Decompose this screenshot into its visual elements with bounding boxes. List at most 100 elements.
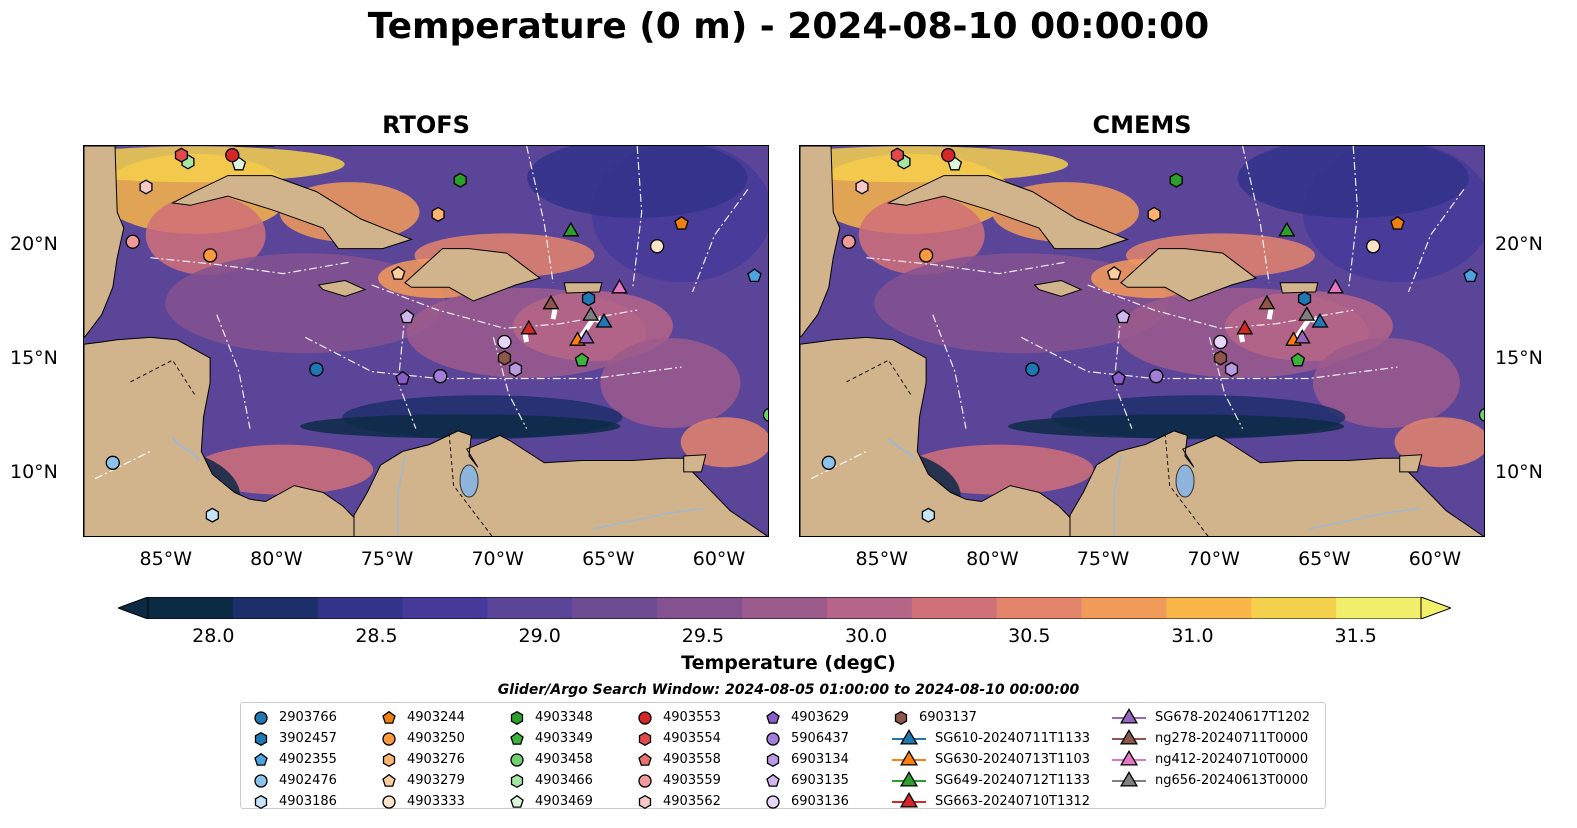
float-marker-4903333 (1365, 239, 1381, 254)
legend-marker-icon (382, 752, 396, 767)
colorbar-segment (572, 597, 658, 619)
colorbar-segment (742, 597, 828, 619)
legend-marker-icon (254, 731, 268, 746)
land-jamaica (1033, 279, 1083, 297)
float-marker-4903349 (574, 352, 590, 367)
lat-tick-label: 20°N (1495, 233, 1543, 256)
legend-marker-icon (1119, 749, 1139, 766)
legend-label: ng656-20240613T0000 (1155, 773, 1309, 788)
legend-item: 4903558 (635, 749, 721, 770)
legend-marker-icon (766, 731, 780, 746)
float-marker-6903135 (1115, 309, 1131, 324)
legend-marker-icon (382, 794, 396, 809)
legend-marker-icon (894, 710, 908, 725)
legend-marker-icon (510, 710, 524, 725)
lon-tick-label: 65°W (1298, 548, 1351, 570)
land-trinidad (1399, 454, 1423, 473)
colorbar-segment (1251, 597, 1337, 619)
lat-tick-label: 15°N (10, 347, 58, 370)
land-southam (353, 430, 768, 536)
land-mexico (800, 146, 841, 339)
legend-marker-icon (899, 749, 919, 766)
float-marker-6903134 (508, 361, 523, 377)
float-marker-4903250 (918, 248, 934, 263)
legend-label: 4903276 (407, 752, 465, 767)
colorbar-segment (148, 597, 234, 619)
lon-tick-label: 65°W (582, 548, 635, 570)
legend-marker-icon (510, 752, 524, 767)
land-jamaica (317, 279, 367, 297)
float-marker-ng656-20240613T0000 (1298, 306, 1316, 321)
legend-item: 4903244 (379, 707, 465, 728)
legend-item: 4903553 (635, 707, 721, 728)
colorbar (118, 597, 1451, 619)
legend-label: 4903244 (407, 710, 465, 725)
land-trinidad (683, 454, 707, 473)
float-marker-4903348 (453, 172, 467, 188)
legend-item: SG630-20240713T1103 (891, 749, 1090, 770)
float-marker-4903279 (390, 265, 406, 280)
colorbar-segment (317, 597, 404, 619)
legend-marker-icon (766, 752, 780, 767)
float-marker-SG610-20240711T1133 (595, 313, 613, 328)
legend-marker-icon (766, 710, 780, 724)
legend-label: SG630-20240713T1103 (935, 752, 1091, 767)
colorbar-segment (996, 597, 1083, 619)
legend-marker-icon (638, 773, 652, 788)
legend-item: 4903469 (507, 791, 593, 812)
float-marker-4903458 (762, 408, 768, 422)
colorbar-segment (487, 597, 573, 619)
map-panel-rtofs[interactable] (83, 145, 769, 537)
float-marker-4903244 (674, 215, 689, 230)
legend-label: 2903766 (279, 710, 337, 725)
float-marker-4903279 (1106, 265, 1122, 280)
float-marker-4903276 (431, 206, 445, 222)
land-cuba (170, 175, 413, 250)
legend-item: 4903276 (379, 749, 465, 770)
legend-marker-icon (638, 752, 652, 766)
legend-marker-icon (254, 773, 268, 788)
float-marker-SG610-20240711T1133 (1311, 313, 1329, 328)
lon-tick-label: 70°W (471, 548, 524, 570)
float-marker-4902476 (105, 455, 120, 470)
float-marker-4903629 (395, 370, 410, 385)
legend-marker-icon (766, 773, 780, 787)
lon-tick-label: 80°W (250, 548, 303, 570)
figure-title: Temperature (0 m) - 2024-08-10 00:00:00 (367, 6, 1210, 47)
legend-marker-icon (766, 794, 780, 809)
float-marker-4903562 (139, 179, 153, 195)
legend-label: 6903136 (791, 794, 849, 809)
float-marker-4902355 (1463, 268, 1478, 283)
legend-item: 4903348 (507, 707, 593, 728)
colorbar-tick-label: 29.0 (518, 625, 561, 647)
legend-label: 4903558 (663, 752, 721, 767)
legend-item: ng278-20240711T0000 (1111, 728, 1310, 749)
land-cuba (886, 175, 1129, 250)
legend-marker-icon (254, 752, 268, 766)
float-marker-4903333 (649, 239, 665, 254)
legend-item: 5906437 (763, 728, 849, 749)
float-marker-4903553 (225, 147, 240, 163)
colorbar-segment (232, 597, 319, 619)
legend-item: ng412-20240710T0000 (1111, 749, 1310, 770)
float-marker-ng656-20240613T0000 (582, 306, 600, 321)
search-window-text: Glider/Argo Search Window: 2024-08-05 01… (497, 682, 1080, 698)
land-hispaniola (1120, 248, 1258, 302)
legend-label: 4903562 (663, 794, 721, 809)
colorbar-segment (402, 597, 488, 619)
float-marker-ng278-20240711T0000 (542, 294, 560, 310)
legend-marker-icon (1119, 707, 1139, 724)
legend-item: 6903136 (763, 791, 849, 812)
float-marker-4903276 (1147, 206, 1161, 222)
legend-marker-icon (899, 770, 919, 787)
float-marker-SG678-20240617T1202 (577, 329, 595, 344)
lat-tick-label: 20°N (10, 233, 58, 256)
map-panel-cmems[interactable] (799, 145, 1485, 537)
lon-tick-label: 75°W (360, 548, 414, 570)
legend-marker-icon (510, 731, 524, 745)
float-marker-4903554 (174, 147, 188, 163)
legend-label: 6903137 (919, 710, 977, 725)
legend-label: SG649-20240712T1133 (935, 773, 1091, 788)
legend-item: 3902457 (251, 728, 337, 749)
legend-item: 4903554 (635, 728, 721, 749)
